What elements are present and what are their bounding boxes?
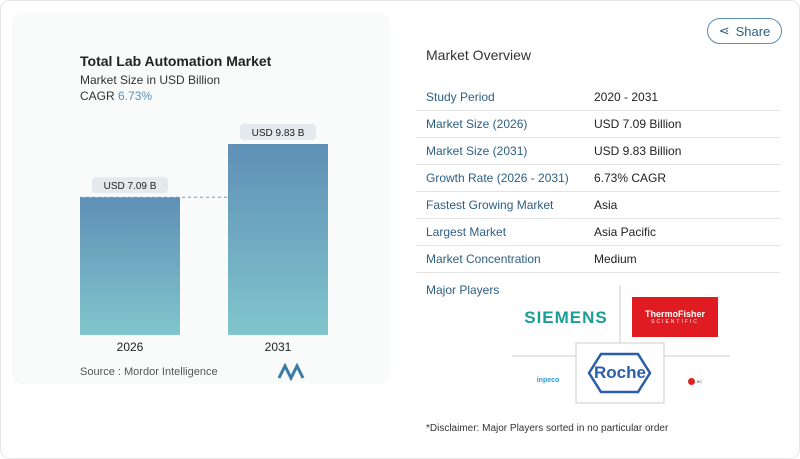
overview-row: Fastest Growing Market Asia [416,192,780,219]
x-tick-label: 2031 [265,340,292,354]
inpeco-logo: inpeco [536,376,560,384]
overview-row: Study Period 2020 - 2031 [416,84,780,111]
siemens-logo: SIEMENS [524,308,608,327]
overview-row: Market Size (2031) USD 9.83 Billion [416,138,780,165]
chart-title: Total Lab Automation Market [80,53,272,69]
major-players-title: Major Players [426,283,500,297]
thermofisher-logo: ThermoFisher SCIENTIFIC [632,297,718,337]
bar-chart: USD 7.09 B 2026 USD 9.83 B 2031 [80,124,328,354]
row-label: Market Concentration [426,252,541,266]
x-tick-label: 2026 [117,340,144,354]
share-icon: ⋖ [718,23,730,38]
roche-logo: Roche [594,363,646,382]
data-label-bg [240,124,316,140]
row-label: Growth Rate (2026 - 2031) [426,171,569,185]
bar-2026 [80,197,180,335]
overview-row: Largest Market Asia Pacific [416,219,780,246]
row-label: Market Size (2031) [426,144,528,158]
cagr-label: CAGR [80,89,115,103]
disclaimer: *Disclaimer: Major Players sorted in no … [426,423,669,434]
source: Source : Mordor Intelligence [80,366,218,378]
row-value: Asia Pacific [594,225,657,239]
overview-row: Growth Rate (2026 - 2031) 6.73% CAGR [416,165,780,192]
row-label: Largest Market [426,225,507,239]
row-label: Market Size (2026) [426,117,528,131]
overview-row: Market Concentration Medium [416,246,780,273]
row-value: 6.73% CAGR [594,171,667,185]
chart-subtitle: Market Size in USD Billion [80,73,221,87]
row-label: Fastest Growing Market [426,198,554,212]
overview-title: Market Overview [426,47,532,63]
row-value: Asia [594,198,618,212]
overview-row: Market Size (2026) USD 7.09 Billion [416,111,780,138]
bar-2031 [228,144,328,335]
data-label: USD 7.09 B [104,181,157,192]
share-label: Share [735,23,771,39]
row-value: USD 9.83 Billion [594,144,682,158]
cagr-value: 6.73% [118,89,153,103]
row-label: Study Period [426,90,495,104]
cagr: CAGR 6.73% [80,89,152,103]
row-value: Medium [594,252,637,266]
row-value: USD 7.09 Billion [594,117,682,131]
data-label-bg [92,177,168,194]
beckman-coulter-logo: BC [680,374,710,388]
data-label: USD 9.83 B [252,128,305,139]
row-value: 2020 - 2031 [594,90,659,104]
share-button[interactable]: ⋖ Share [707,18,782,44]
